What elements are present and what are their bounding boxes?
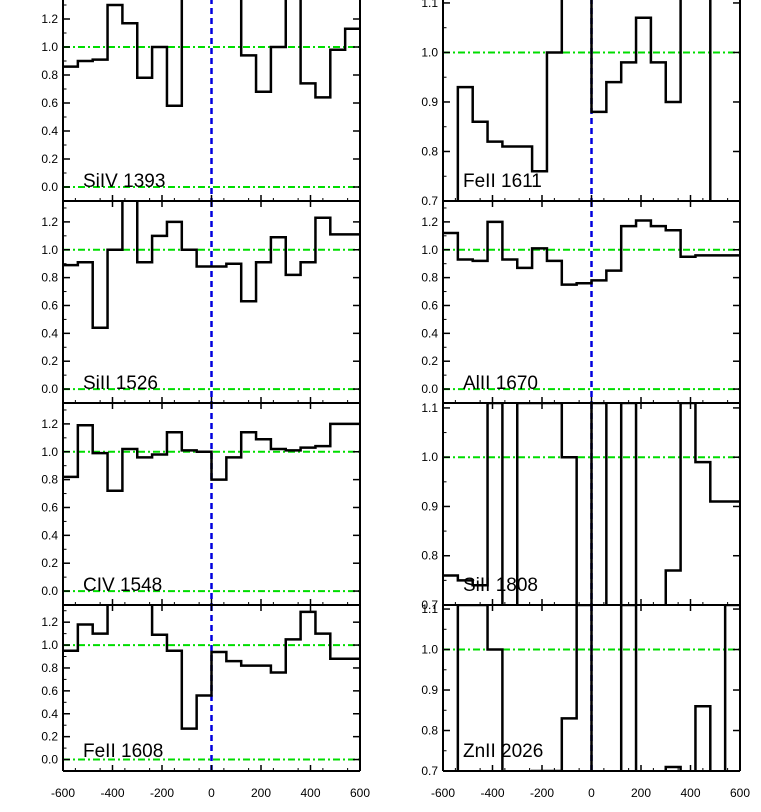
panel-siii-1808: 0.7 0.8 0.9 1.0 1.1 SiII 1808 [421, 401, 741, 612]
y-tick-label: 0.0 [41, 180, 58, 194]
y-tick-label: 0.7 [421, 194, 438, 208]
panel-label: CIV 1548 [83, 575, 162, 596]
panel-znii-2026: 0.7 0.8 0.9 1.0 1.1 ZnII 2026 [421, 602, 741, 778]
spectrum-histogram [443, 219, 740, 286]
x-tick-label: 600 [730, 786, 750, 800]
spectrum-histogram [456, 0, 712, 201]
x-tick-label: -600 [51, 786, 75, 800]
y-tick-label: 1.1 [421, 602, 438, 616]
y-tick-label: 0.8 [41, 68, 58, 82]
panel-civ-1548-plot-area [63, 403, 360, 605]
panel-siiv-1393-plot-area [63, 0, 360, 201]
y-tick-label: 1.0 [421, 450, 438, 464]
y-tick-label: 0.2 [41, 354, 58, 368]
spectrum-histogram [443, 403, 740, 605]
y-tick-label: 0.8 [421, 724, 438, 738]
y-tick-label: 0.6 [41, 298, 58, 312]
panel-feii-1611: 0.7 0.8 0.9 1.0 1.1 FeII 1611 [421, 0, 741, 208]
panel-civ-1548: 0.0 0.2 0.4 0.6 0.8 1.0 1.2 CIV 1548 [41, 402, 361, 606]
x-tick-label: 600 [350, 786, 370, 800]
panel-label: SiII 1808 [463, 575, 538, 596]
panel-znii-2026-plot-area [443, 605, 740, 771]
y-tick-label: 0.4 [41, 707, 58, 721]
y-tick-label: 0.8 [421, 144, 438, 158]
y-tick-label: 1.1 [421, 401, 438, 415]
x-tick-label: 0 [208, 786, 215, 800]
panel-alii-1670-plot-area [443, 201, 740, 403]
y-tick-label: 0.2 [41, 556, 58, 570]
x-tick-label: -400 [100, 786, 124, 800]
y-tick-label: 0.6 [41, 500, 58, 514]
spectrum-histogram [63, 605, 360, 730]
panel-feii-1608-plot-area [63, 605, 360, 771]
y-tick-label: 0.4 [41, 528, 58, 542]
y-tick-label: 0.6 [41, 96, 58, 110]
x-tick-label: 0 [588, 786, 595, 800]
spectrum-histogram [63, 201, 360, 330]
y-tick-label: 1.2 [421, 215, 438, 229]
y-tick-label: 1.2 [41, 615, 58, 629]
y-tick-label: 0.2 [421, 354, 438, 368]
y-tick-label: 1.0 [41, 638, 58, 652]
y-tick-label: 0.0 [41, 382, 58, 396]
panel-feii-1608: 0.0 0.2 0.4 0.6 0.8 1.0 1.2 FeII 1608 [41, 604, 361, 772]
panel-label: FeII 1608 [83, 741, 163, 762]
spectrum-histogram [63, 422, 360, 493]
panel-label: FeII 1611 [463, 171, 542, 192]
y-tick-label: 0.7 [421, 764, 438, 778]
y-tick-label: 1.0 [41, 445, 58, 459]
x-tick-label: -200 [150, 786, 174, 800]
x-tick-label: 400 [300, 786, 320, 800]
panel-label: SiIV 1393 [83, 171, 165, 192]
x-tick-label: 200 [251, 786, 271, 800]
y-tick-label: 1.2 [41, 12, 58, 26]
panel-label: AlII 1670 [463, 373, 538, 394]
y-tick-label: 0.0 [421, 382, 438, 396]
y-tick-label: 0.9 [421, 499, 438, 513]
y-tick-label: 0.7 [421, 598, 438, 612]
y-tick-label: 1.0 [421, 45, 438, 59]
panel-feii-1611-plot-area [443, 0, 740, 201]
y-tick-label: 0.8 [41, 473, 58, 487]
y-tick-label: 0.0 [41, 584, 58, 598]
panel-siiv-1393: 0.0 0.2 0.4 0.6 0.8 1.0 1.2 SiIV 1393 [41, 0, 361, 202]
y-tick-label: 1.2 [41, 215, 58, 229]
panel-siii-1526-plot-area [63, 201, 360, 403]
y-tick-label: 0.8 [41, 661, 58, 675]
y-tick-label: 1.1 [421, 0, 438, 10]
y-tick-label: 0.4 [41, 326, 58, 340]
y-tick-label: 0.6 [421, 298, 438, 312]
y-tick-label: 1.0 [421, 243, 438, 257]
panel-label: SiII 1526 [83, 373, 158, 394]
y-tick-label: 0.8 [421, 549, 438, 563]
y-tick-label: 0.9 [421, 95, 438, 109]
x-tick-label: 200 [631, 786, 651, 800]
spectrum-histogram [456, 605, 740, 771]
x-tick-label: -200 [530, 786, 554, 800]
y-tick-label: 1.0 [41, 243, 58, 257]
y-tick-label: 0.9 [421, 683, 438, 697]
y-tick-label: 0.8 [41, 271, 58, 285]
y-tick-label: 0.2 [41, 152, 58, 166]
y-tick-label: 1.0 [41, 40, 58, 54]
x-tick-label: 400 [680, 786, 700, 800]
y-tick-label: 0.4 [421, 326, 438, 340]
y-tick-label: 1.0 [421, 643, 438, 657]
y-tick-label: 0.8 [421, 271, 438, 285]
panel-label: ZnII 2026 [463, 741, 543, 762]
spectrum-histogram [63, 0, 360, 108]
x-tick-label: -400 [480, 786, 504, 800]
panel-alii-1670: 0.0 0.2 0.4 0.6 0.8 1.0 1.2 AlII 1670 [421, 200, 741, 404]
y-tick-label: 0.6 [41, 684, 58, 698]
y-tick-label: 1.2 [41, 417, 58, 431]
y-tick-label: 0.2 [41, 730, 58, 744]
y-tick-label: 0.0 [41, 753, 58, 767]
panel-siii-1808-plot-area [443, 403, 740, 605]
y-tick-label: 0.4 [41, 124, 58, 138]
x-tick-label: -600 [431, 786, 455, 800]
panel-siii-1526: 0.0 0.2 0.4 0.6 0.8 1.0 1.2 SiII 1526 [41, 200, 361, 404]
